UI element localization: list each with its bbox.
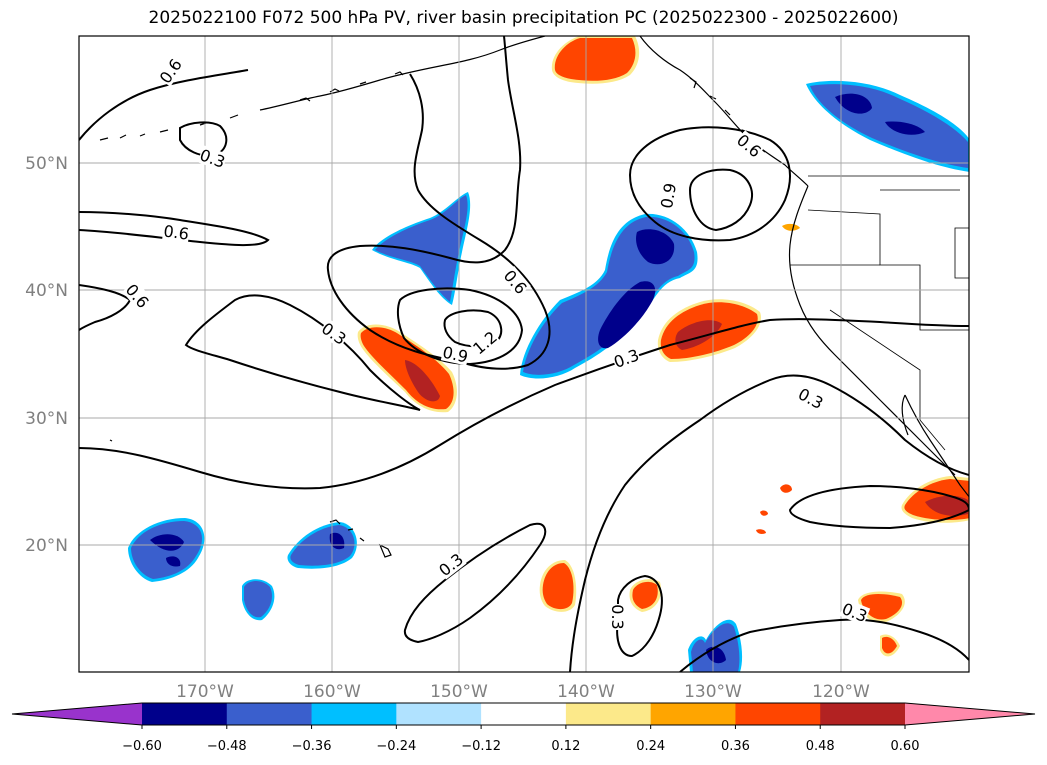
precip-speck xyxy=(756,529,766,534)
lat-label: 50°N xyxy=(25,154,68,174)
map-title: 2025022100 F072 500 hPa PV, river basin … xyxy=(148,8,899,28)
lat-label: 40°N xyxy=(25,281,68,301)
political-borders xyxy=(790,175,969,451)
lat-axis-labels: 50°N 40°N 30°N 20°N xyxy=(25,154,68,556)
precip-region-central xyxy=(520,213,698,379)
colorbar-segment xyxy=(650,703,736,725)
precip-speck xyxy=(782,223,800,231)
precip-region-n xyxy=(551,36,640,84)
precip-positive-regions xyxy=(357,36,969,657)
colorbar-tick-label: 0.12 xyxy=(551,739,580,754)
precip-region-sw2 xyxy=(242,579,275,621)
precip-region-e2 xyxy=(901,476,969,523)
coastlines xyxy=(99,36,969,558)
colorbar-segment xyxy=(565,703,652,725)
lon-label: 160°W xyxy=(303,682,361,702)
colorbar-tick-label: −0.24 xyxy=(376,739,416,754)
precip-region-ne xyxy=(806,80,969,172)
lat-label: 20°N xyxy=(25,536,68,556)
precip-region-w xyxy=(357,324,457,413)
precip-speck xyxy=(760,510,768,516)
colorbar-tick-label: 0.36 xyxy=(721,739,750,754)
precip-speck xyxy=(780,484,792,493)
colorbar-segment xyxy=(142,703,228,725)
precip-region-sw1 xyxy=(128,518,205,582)
lon-label: 140°W xyxy=(557,682,615,702)
lon-label: 130°W xyxy=(684,682,742,702)
precip-region-se xyxy=(858,591,905,657)
colorbar-extend-high xyxy=(905,703,1035,725)
precip-negative-regions xyxy=(128,80,969,672)
colorbar-segment xyxy=(226,703,313,725)
colorbar-tick-label: 0.60 xyxy=(891,739,920,754)
lon-label: 150°W xyxy=(430,682,488,702)
colorbar-segment xyxy=(820,703,906,725)
precip-region-nw xyxy=(372,192,471,305)
colorbar-segment xyxy=(481,703,567,725)
pv-contours xyxy=(79,36,969,672)
colorbar-tick-label: −0.12 xyxy=(461,739,501,754)
precip-region-s1 xyxy=(539,560,577,612)
precip-region-s2 xyxy=(629,579,662,612)
colorbar-tick-label: 0.24 xyxy=(636,739,665,754)
colorbar-tick-label: −0.60 xyxy=(122,739,162,754)
colorbar-segment xyxy=(735,703,821,725)
precip-region-e1 xyxy=(657,299,761,362)
lon-label: 120°W xyxy=(812,682,870,702)
contour-label: 0.3 xyxy=(608,604,627,629)
contour-label: 0.9 xyxy=(441,343,470,367)
map-border xyxy=(78,35,970,673)
contour-label: 0.9 xyxy=(657,182,680,210)
colorbar-extend-low xyxy=(12,703,142,725)
contour-label: 0.6 xyxy=(162,221,190,243)
colorbar-segment xyxy=(311,703,397,725)
colorbar-tick-label: −0.48 xyxy=(207,739,247,754)
lat-label: 30°N xyxy=(25,409,68,429)
colorbar-tick-label: 0.48 xyxy=(806,739,835,754)
lon-axis-labels: 170°W 160°W 150°W 140°W 130°W 120°W xyxy=(176,682,870,702)
colorbar-segment xyxy=(396,703,482,725)
colorbar-tick-label: −0.36 xyxy=(292,739,332,754)
lon-label: 170°W xyxy=(176,682,234,702)
colorbar: −0.60 −0.48 −0.36 −0.24 −0.12 0.12 0.24 0.36 0.4… xyxy=(11,702,1036,754)
